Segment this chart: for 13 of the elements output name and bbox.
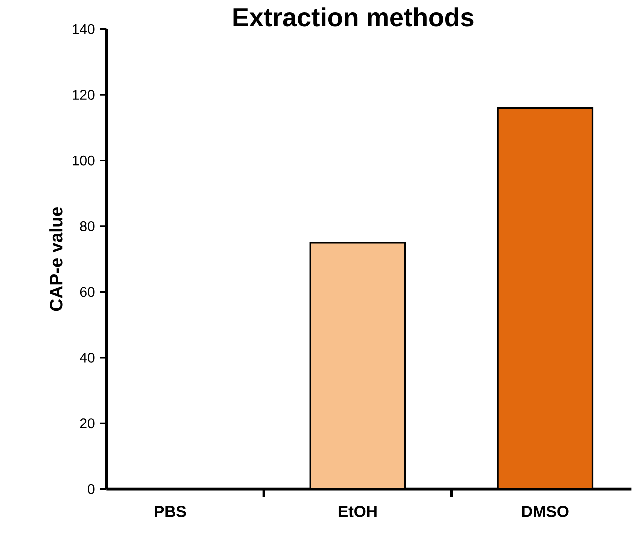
- y-tick-label: 40: [80, 352, 95, 363]
- y-tick-label: 0: [88, 484, 95, 494]
- y-tick-label: 60: [80, 287, 95, 298]
- chart-title: Extraction methods: [234, 8, 474, 27]
- y-tick-label: 20: [80, 418, 95, 429]
- y-tick-label: 120: [72, 90, 95, 100]
- y-tick-label: 80: [80, 222, 95, 232]
- y-axis-title: CAP-e value: [50, 207, 63, 312]
- x-tick-label: EtOH: [338, 506, 377, 518]
- y-tick-label: 140: [72, 24, 95, 34]
- x-tick-label: DMSO: [522, 506, 569, 518]
- x-tick-label: PBS: [155, 506, 186, 518]
- y-tick-label: 100: [72, 156, 95, 166]
